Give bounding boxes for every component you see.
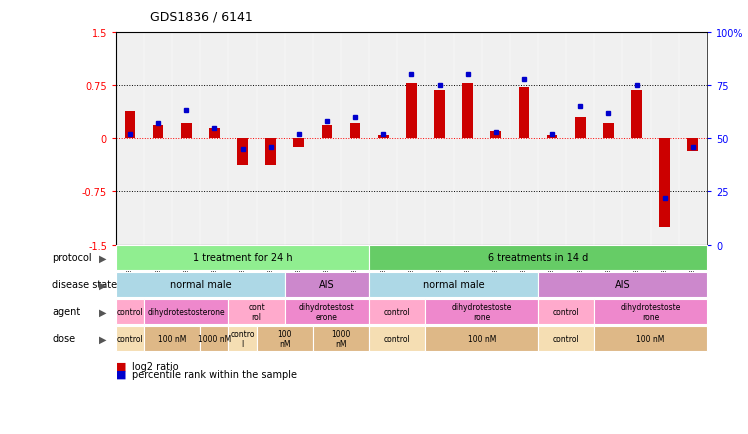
Text: percentile rank within the sample: percentile rank within the sample [132, 369, 298, 379]
Text: ▶: ▶ [99, 280, 106, 289]
Bar [266, 139, 276, 166]
Bar [687, 139, 698, 151]
Bar [116, 33, 144, 245]
Text: log2 ratio: log2 ratio [132, 362, 179, 371]
Bar [181, 123, 191, 139]
Bar [322, 126, 332, 139]
Text: 6 treatments in 14 d: 6 treatments in 14 d [488, 253, 588, 263]
Bar [257, 33, 285, 245]
Text: disease state: disease state [52, 280, 117, 289]
Bar [603, 123, 613, 139]
Bar [434, 91, 445, 139]
Bar [491, 132, 501, 139]
Bar [293, 139, 304, 148]
Text: agent: agent [52, 307, 81, 316]
Text: ■: ■ [116, 362, 126, 371]
Bar [510, 33, 538, 245]
Bar [426, 33, 453, 245]
Bar [125, 112, 135, 139]
Text: 1000
nM: 1000 nM [331, 329, 351, 348]
Bar [378, 135, 389, 139]
Bar [518, 88, 530, 139]
Bar [313, 33, 341, 245]
Text: cont
rol: cont rol [248, 302, 265, 321]
Text: 100
nM: 100 nM [278, 329, 292, 348]
Bar [237, 139, 248, 166]
Text: ▶: ▶ [99, 307, 106, 316]
Bar [595, 33, 622, 245]
Bar [406, 84, 417, 139]
Bar [228, 33, 257, 245]
Bar [200, 33, 228, 245]
Bar [482, 33, 510, 245]
Text: control: control [384, 334, 411, 343]
Text: GDS1836 / 6141: GDS1836 / 6141 [150, 11, 252, 24]
Bar [285, 33, 313, 245]
Text: 100 nM: 100 nM [468, 334, 496, 343]
Text: protocol: protocol [52, 253, 92, 263]
Text: control: control [553, 307, 580, 316]
Bar [622, 33, 651, 245]
Bar [209, 129, 220, 139]
Text: control: control [117, 307, 144, 316]
Bar [631, 91, 642, 139]
Bar [575, 118, 586, 139]
Bar [651, 33, 678, 245]
Bar [659, 139, 670, 227]
Text: ▶: ▶ [99, 253, 106, 263]
Text: dihydrotestosterone: dihydrotestosterone [147, 307, 225, 316]
Bar [153, 126, 164, 139]
Text: control: control [384, 307, 411, 316]
Bar [538, 33, 566, 245]
Text: dihydrotestost
erone: dihydrotestost erone [299, 302, 355, 321]
Bar [370, 33, 397, 245]
Text: 100 nM: 100 nM [637, 334, 665, 343]
Bar [172, 33, 200, 245]
Text: normal male: normal male [423, 280, 485, 289]
Text: control: control [553, 334, 580, 343]
Text: contro
l: contro l [230, 329, 255, 348]
Bar [566, 33, 595, 245]
Bar [341, 33, 370, 245]
Text: dihydrotestoste
rone: dihydrotestoste rone [620, 302, 681, 321]
Text: AIS: AIS [319, 280, 335, 289]
Text: 1 treatment for 24 h: 1 treatment for 24 h [193, 253, 292, 263]
Bar [453, 33, 482, 245]
Bar [462, 84, 473, 139]
Bar [547, 135, 557, 139]
Bar [350, 123, 361, 139]
Bar [678, 33, 707, 245]
Text: 1000 nM: 1000 nM [197, 334, 231, 343]
Text: AIS: AIS [615, 280, 631, 289]
Text: dihydrotestoste
rone: dihydrotestoste rone [452, 302, 512, 321]
Text: normal male: normal male [170, 280, 231, 289]
Text: dose: dose [52, 334, 76, 343]
Text: 100 nM: 100 nM [158, 334, 186, 343]
Bar [144, 33, 172, 245]
Text: ■: ■ [116, 369, 126, 379]
Text: ▶: ▶ [99, 334, 106, 343]
Bar [397, 33, 426, 245]
Text: control: control [117, 334, 144, 343]
